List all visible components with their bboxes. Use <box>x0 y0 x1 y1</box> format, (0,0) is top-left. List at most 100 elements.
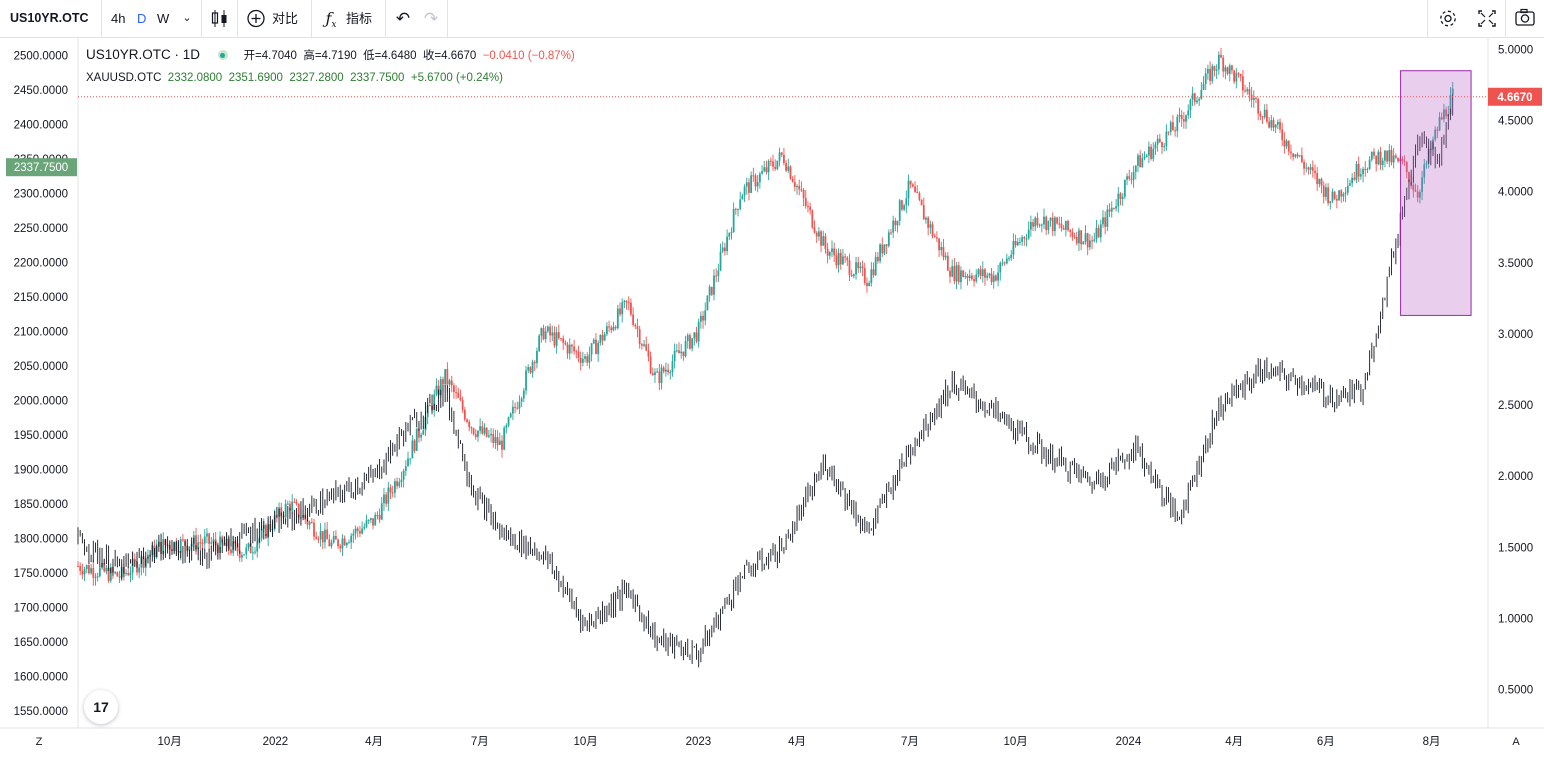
right-axis-tick-label: 4.5000 <box>1498 116 1533 128</box>
interval-d-button[interactable]: D <box>137 11 147 26</box>
gold-candle-body <box>1285 140 1288 147</box>
fullscreen-icon <box>1478 10 1496 27</box>
gold-candle-body <box>289 503 291 511</box>
auto-scale-button[interactable]: A <box>1512 736 1520 748</box>
gold-candle-body <box>1226 67 1229 74</box>
gold-candle-body <box>706 295 709 311</box>
gold-candle-body <box>1189 99 1192 111</box>
gold-candle-body <box>1414 190 1417 192</box>
gold-candle-body <box>1392 155 1395 163</box>
left-axis-tick-label: 1650.0000 <box>14 637 68 649</box>
gold-candle-body <box>614 326 617 329</box>
gold-candle-body <box>352 533 355 536</box>
left-last-price-label: 2337.7500 <box>14 162 68 174</box>
gold-candle-body <box>1147 146 1150 156</box>
candle-style-button[interactable] <box>209 0 231 37</box>
gold-candle-body <box>1222 57 1225 72</box>
left-axis-tick-label: 1800.0000 <box>14 533 68 545</box>
gold-candle-body <box>658 371 661 383</box>
gold-candle-body <box>1207 68 1209 74</box>
gold-candle-body <box>684 341 687 357</box>
highlight-rectangle[interactable] <box>1400 70 1472 316</box>
gold-candle-body <box>1325 187 1327 197</box>
gold-candle-body <box>984 269 986 278</box>
gold-candle-body <box>212 539 215 543</box>
right-last-price-tag <box>1488 87 1542 106</box>
interval-w-button[interactable]: W <box>157 11 170 26</box>
gold-candle-body <box>752 175 755 177</box>
chart-area[interactable]: 2500.00002450.00002400.00002350.00002300… <box>0 38 1544 756</box>
gold-candle-body <box>767 160 770 173</box>
gold-candle-body <box>297 503 300 518</box>
gold-candle-body <box>1349 183 1351 186</box>
gold-candle-body <box>1272 120 1275 128</box>
gold-candle-body <box>433 394 436 411</box>
gold-candle-body <box>1008 258 1010 260</box>
zoom-reset-button[interactable]: Z <box>36 736 43 748</box>
gold-candle-body <box>142 556 145 568</box>
compare-label[interactable]: 对比 <box>272 11 299 26</box>
gold-candle-body <box>247 543 250 548</box>
gold-candle-body <box>686 335 689 342</box>
gold-candle-body <box>498 440 501 445</box>
gold-candle-body <box>929 224 932 228</box>
undo-icon[interactable]: ↶ <box>395 9 411 28</box>
gold-candle-body <box>1139 155 1142 168</box>
chart-canvas[interactable]: 2500.00002450.00002400.00002350.00002300… <box>0 38 1544 756</box>
gold-candle-body <box>988 273 991 276</box>
indicator-fx-icon[interactable]: ƒx <box>325 9 337 30</box>
gold-candle-body <box>1191 93 1194 100</box>
gold-candle-body <box>477 430 479 437</box>
gold-candle-body <box>1305 167 1308 169</box>
gold-candle-body <box>1401 158 1404 162</box>
gold-candle-body <box>758 173 761 183</box>
gold-candle-body <box>492 433 495 443</box>
gold-candle-body <box>564 342 567 345</box>
gold-candle-body <box>1381 160 1384 165</box>
secondary-series-title[interactable]: XAUUSD.OTC <box>86 72 162 84</box>
gold-candle-body <box>1355 163 1358 180</box>
compare-button[interactable] <box>246 0 268 37</box>
redo-icon[interactable]: ↷ <box>423 9 439 28</box>
tradingview-logo-icon[interactable]: 17 <box>84 690 118 724</box>
gold-candle-body <box>898 200 901 221</box>
gold-candle-body <box>955 265 958 282</box>
main-series-title[interactable]: US10YR.OTC · 1D <box>86 47 201 62</box>
symbol-search-button[interactable]: US10YR.OTC <box>10 11 89 25</box>
chevron-down-icon[interactable]: ⌄ <box>182 12 192 24</box>
gold-candle-body <box>1178 115 1181 117</box>
gold-candle-body <box>866 283 868 287</box>
gold-candle-body <box>673 350 676 362</box>
gold-candle-body <box>772 161 774 167</box>
settings-button[interactable] <box>1437 0 1459 37</box>
gold-candle-body <box>632 314 635 325</box>
secondary-series-legend: XAUUSD.OTC 2332.0800 2351.6900 2327.2800… <box>86 72 503 84</box>
gold-candle-body <box>719 251 722 271</box>
right-axis-tick-label: 5.0000 <box>1498 44 1533 56</box>
gold-candle-body <box>522 390 525 399</box>
gold-candle-body <box>1320 178 1323 186</box>
gold-candle-body <box>1300 155 1303 162</box>
gold-candle-body <box>1416 191 1419 198</box>
screenshot-button[interactable] <box>1513 0 1537 37</box>
gold-candle-body <box>944 255 947 258</box>
gold-candle-body <box>1204 73 1207 84</box>
gold-candle-body <box>243 554 245 556</box>
fullscreen-button[interactable] <box>1476 0 1498 37</box>
gold-candle-body <box>387 487 390 504</box>
right-axis-tick-label: 4.0000 <box>1498 187 1533 199</box>
gold-candle-body <box>1043 216 1045 225</box>
gold-candle-body <box>520 398 523 402</box>
gold-candle-body <box>678 350 680 354</box>
gold-candle-body <box>422 430 425 435</box>
gold-candle-body <box>162 539 165 554</box>
gold-candle-body <box>1182 119 1185 122</box>
gold-candle-body <box>608 326 610 328</box>
gold-candle-body <box>393 481 396 493</box>
gold-candle-body <box>503 427 506 450</box>
gold-candle-body <box>997 272 999 281</box>
gold-candle-body <box>1318 178 1321 185</box>
indicators-label[interactable]: 指标 <box>346 11 373 26</box>
interval-4h-button[interactable]: 4h <box>111 11 126 26</box>
plus-circle-icon <box>247 9 265 28</box>
